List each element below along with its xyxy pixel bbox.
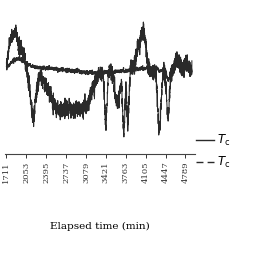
X-axis label: Elapsed time (min): Elapsed time (min) [50,222,150,231]
Legend: $T_\mathrm{c}$, $T_\mathrm{c}$: $T_\mathrm{c}$, $T_\mathrm{c}$ [196,133,230,171]
